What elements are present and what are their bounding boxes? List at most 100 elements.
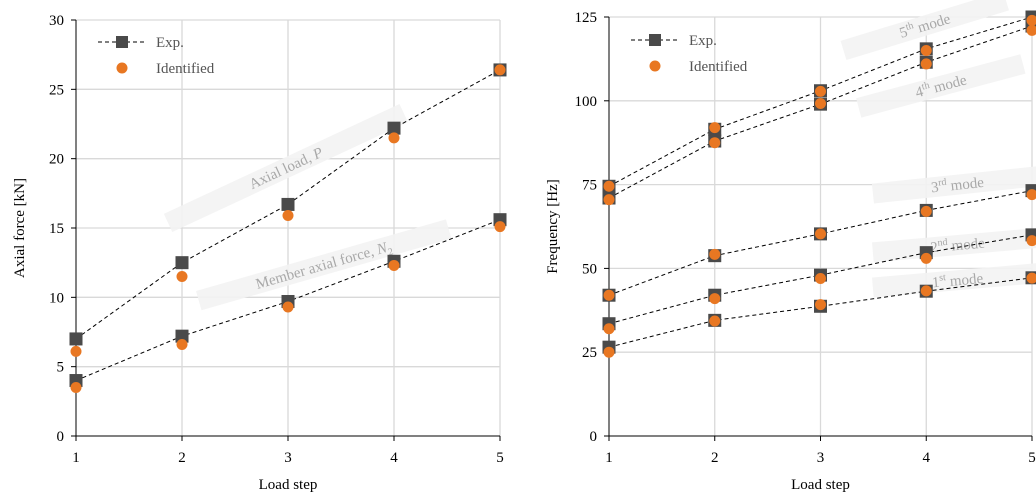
annotation-text: 4th mode [913, 70, 969, 101]
identified-point-mode2 [709, 293, 721, 305]
annotation-text: 5th mode [897, 9, 953, 42]
y-axis-label: Frequency [Hz] [545, 179, 561, 274]
annotation-text: Member axial force, N2 [254, 239, 395, 296]
annotation-halo [871, 165, 1036, 204]
y-tick-label: 0 [57, 429, 65, 445]
annotation-halo [196, 219, 452, 311]
identified-point-mode2 [815, 272, 826, 284]
identified-point-N2 [176, 338, 188, 350]
annotation-ordinal: 3 [930, 180, 939, 197]
exp-point-P [175, 256, 189, 270]
identified-point-P [282, 210, 294, 222]
legend: Exp. Identified [631, 33, 748, 75]
identified-point-mode5 [709, 122, 721, 134]
annotation-ordinal: 2 [930, 240, 939, 257]
x-tick-label: 5 [496, 450, 504, 466]
legend-identified-label: Identified [156, 61, 215, 77]
legend-exp-marker [116, 36, 128, 48]
annotation-mode-word: mode [946, 175, 985, 195]
x-tick-label: 5 [1028, 450, 1036, 466]
annotation-halo [871, 227, 1036, 263]
y-tick-label: 30 [49, 13, 64, 29]
identified-point-mode5 [603, 180, 615, 192]
annotation-ordinal-suffix: th [920, 80, 930, 93]
y-axis-label: Axial force [kN] [12, 178, 28, 278]
annotation: 4th mode [856, 54, 1026, 118]
identified-point-mode3 [603, 289, 615, 301]
identified-point-mode1 [920, 285, 932, 297]
exp-point-mode2 [1025, 228, 1036, 242]
exp-point-P [387, 121, 401, 135]
identified-point-mode1 [603, 346, 615, 358]
annotation-ordinal-suffix: nd [937, 237, 948, 249]
identified-point-mode3 [920, 205, 932, 217]
y-tick-label: 125 [575, 10, 598, 26]
identified-point-mode3 [815, 228, 826, 240]
annotation: 2nd mode [871, 227, 1036, 263]
x-tick-label: 4 [923, 450, 931, 466]
identified-point-N2 [282, 301, 294, 313]
y-tick-label: 0 [590, 429, 598, 445]
legend-exp-label: Exp. [689, 33, 717, 49]
x-tick-label: 3 [817, 450, 825, 466]
annotation-halo [856, 54, 1026, 118]
identified-point-mode5 [815, 85, 826, 97]
identified-point-P [388, 132, 400, 144]
x-tick-label: 3 [284, 450, 292, 466]
identified-point-mode5 [1026, 14, 1036, 26]
identified-point-mode4 [920, 58, 932, 70]
exp-point-P [69, 332, 83, 346]
x-tick-label: 1 [605, 450, 613, 466]
annotation-ordinal-suffix: st [939, 272, 947, 284]
identified-point-mode3 [709, 248, 721, 260]
identified-point-mode2 [603, 323, 615, 335]
annotation-subscript: 2 [387, 246, 395, 258]
annotation-main: Member axial force, [254, 243, 379, 293]
legend-identified-marker [649, 60, 661, 72]
x-tick-label: 4 [390, 450, 398, 466]
identified-point-mode5 [920, 45, 932, 57]
y-tick-label: 20 [49, 152, 64, 168]
identified-point-P [176, 271, 188, 283]
annotation-ordinal: 4 [914, 84, 926, 102]
annotation-mode-word: mode [947, 236, 986, 255]
x-axis-label: Load step [259, 477, 318, 493]
legend-exp-label: Exp. [156, 35, 184, 51]
annotation-ordinal-suffix: rd [938, 177, 947, 189]
identified-point-mode2 [1026, 235, 1036, 247]
exp-point-N2 [175, 329, 189, 343]
identified-point-mode4 [709, 137, 721, 149]
annotation-text: 2nd mode [930, 234, 986, 257]
identified-point-mode1 [1026, 272, 1036, 284]
annotation-ordinal: 1 [931, 275, 940, 292]
annotation-text: 3rd mode [930, 173, 985, 196]
identified-point-mode4 [815, 97, 826, 109]
identified-point-mode4 [1026, 24, 1036, 36]
legend-identified-label: Identified [689, 59, 748, 75]
identified-point-mode1 [815, 299, 826, 311]
identified-point-P [494, 64, 506, 76]
identified-point-N2 [388, 259, 400, 271]
annotation-halo [163, 103, 408, 233]
legend-identified-marker [116, 62, 128, 74]
identified-point-P [70, 345, 82, 357]
y-tick-label: 15 [49, 221, 64, 237]
series-line-mode1 [608, 277, 1033, 348]
y-tick-label: 25 [49, 82, 64, 98]
y-tick-label: 10 [49, 290, 64, 306]
annotation: Member axial force, N2 [196, 219, 452, 311]
x-axis-label: Load step [791, 477, 850, 493]
annotation-halo [871, 262, 1036, 298]
identified-point-mode1 [709, 315, 721, 327]
series-line-P [75, 69, 501, 340]
y-tick-label: 5 [57, 360, 65, 376]
annotation-ordinal-suffix: th [904, 20, 915, 33]
legend: Exp. Identified [98, 35, 215, 77]
annotation-halo [840, 0, 1009, 61]
x-tick-label: 1 [72, 450, 80, 466]
annotation: 3rd mode [871, 165, 1036, 204]
identified-point-mode2 [920, 252, 932, 264]
identified-point-N2 [70, 381, 82, 393]
